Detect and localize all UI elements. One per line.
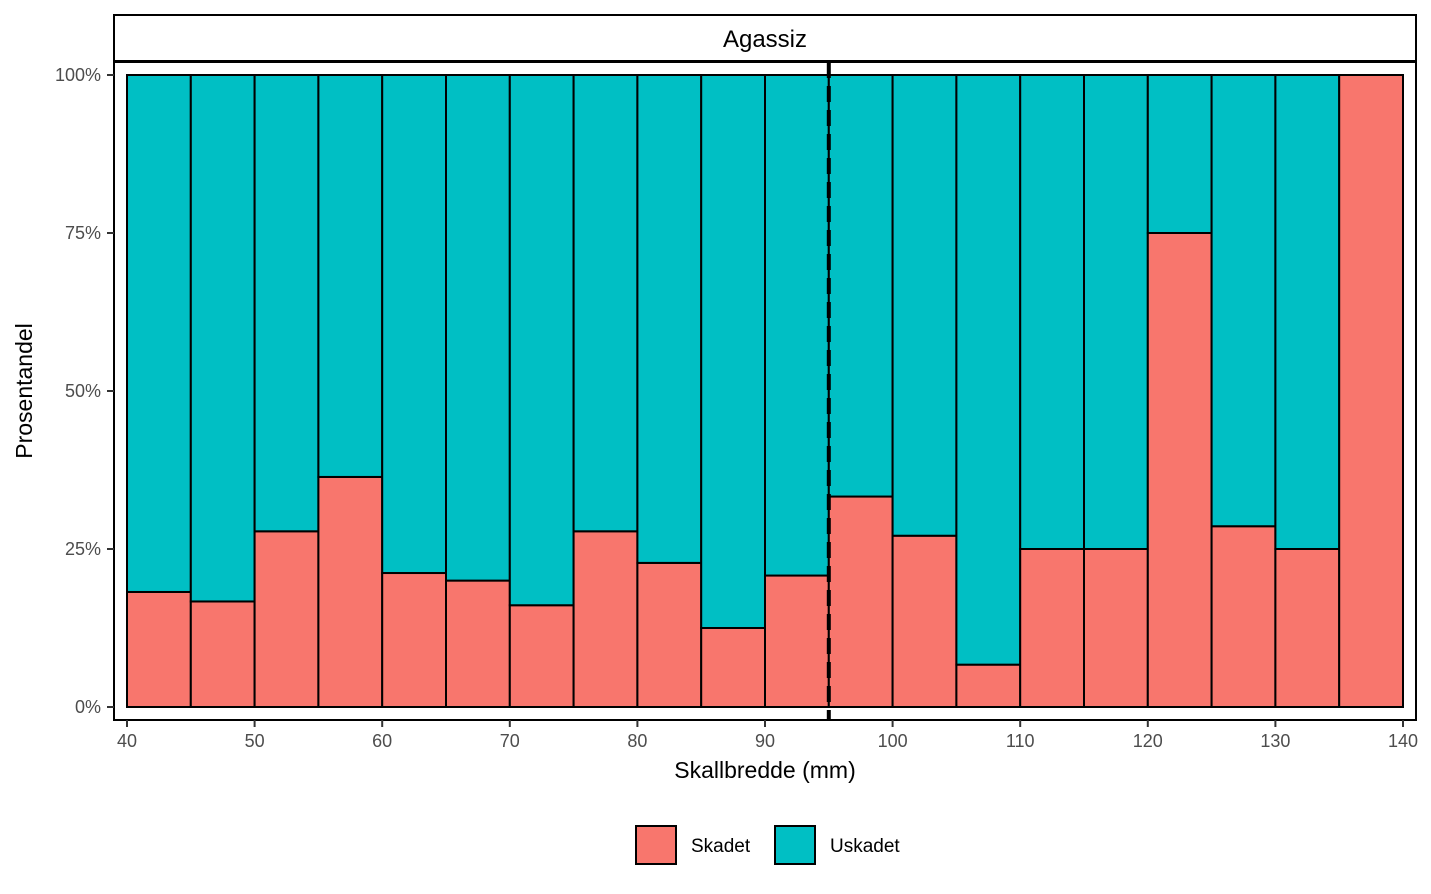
bar-skadet-75 [572,530,639,709]
y-tick-label: 50% [65,381,101,401]
x-tick-label: 90 [755,731,775,751]
bar-skadet-115 [1083,548,1149,708]
bar-skadet-60 [381,572,448,708]
bar-skadet-90 [764,574,830,708]
x-tick-label: 140 [1388,731,1418,751]
bar-uskadet-65 [445,74,511,582]
bar-uskadet-40 [126,74,192,593]
bar-uskadet-125 [1210,74,1277,528]
legend-key-uskadet [774,825,816,865]
bar-skadet-85 [700,627,767,708]
bar-skadet-130 [1274,548,1341,708]
x-tick-label: 50 [245,731,265,751]
x-tick-label: 110 [1006,731,1035,751]
facet-strip [113,14,1417,62]
bar-uskadet-115 [1083,74,1149,550]
y-tick-label: 25% [65,539,101,559]
y-axis: 0% 25% 50% 75% 100% [55,65,114,717]
bar-skadet-135 [1338,74,1404,708]
x-tick-label: 130 [1260,731,1290,751]
x-tick-label: 70 [500,731,520,751]
bar-uskadet-80 [636,74,703,564]
bar-uskadet-75 [572,74,639,533]
bar-uskadet-120 [1146,74,1213,234]
x-tick-label: 100 [878,731,908,751]
legend-key-skadet [635,825,677,865]
bar-uskadet-105 [955,74,1022,666]
x-axis-title: Skallbredde (mm) [674,757,856,783]
bar-skadet-95 [827,495,894,708]
legend: Skadet Uskadet [635,825,900,865]
facet-label: Agassiz [723,26,807,53]
bar-skadet-55 [317,475,384,708]
bar-skadet-50 [253,530,320,709]
bar-uskadet-110 [1019,74,1086,550]
x-tick-label: 60 [372,731,392,751]
bar-uskadet-55 [317,74,384,478]
bar-uskadet-60 [381,74,448,575]
x-tick-label: 120 [1133,731,1163,751]
y-tick-label: 75% [65,223,101,243]
bar-uskadet-45 [189,74,256,603]
bar-uskadet-70 [508,74,575,607]
bar-skadet-80 [636,561,703,708]
bar-skadet-110 [1019,548,1086,708]
y-tick-label: 0% [75,697,101,717]
bar-uskadet-100 [891,74,958,537]
bar-skadet-65 [445,579,511,708]
bar-skadet-100 [891,534,958,709]
bar-uskadet-85 [700,74,767,629]
legend-label-uskadet: Uskadet [830,836,900,857]
bar-uskadet-90 [764,74,830,577]
y-tick-label: 100% [55,65,101,85]
x-tick-label: 40 [117,731,137,751]
y-axis-title: Prosentandel [11,323,37,459]
x-tick-label: 80 [627,731,647,751]
bar-uskadet-130 [1274,74,1341,550]
x-axis: 40 50 60 70 80 90 100 110 120 130 140 [117,720,1418,751]
bar-skadet-105 [955,663,1022,709]
bar-skadet-120 [1146,232,1213,708]
bar-skadet-40 [126,590,192,709]
bar-uskadet-95 [827,74,894,498]
bars [126,74,1404,709]
bar-skadet-125 [1210,525,1277,708]
bar-skadet-70 [508,604,575,708]
legend-label-skadet: Skadet [691,836,751,857]
bar-uskadet-50 [253,74,320,533]
bar-skadet-45 [189,600,256,708]
